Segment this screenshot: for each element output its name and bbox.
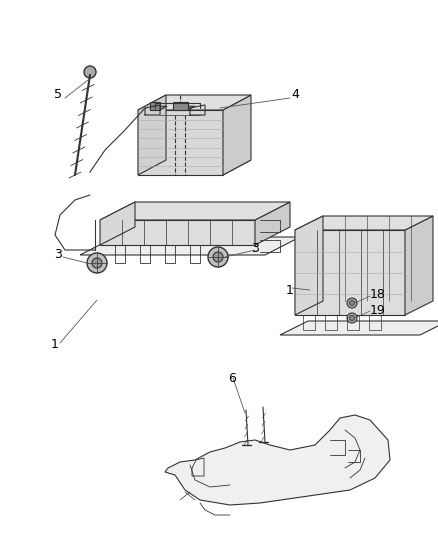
- Polygon shape: [150, 106, 167, 110]
- Text: 1: 1: [286, 284, 294, 296]
- Polygon shape: [100, 202, 290, 220]
- Text: 5: 5: [54, 88, 62, 101]
- Polygon shape: [150, 102, 160, 110]
- Circle shape: [208, 247, 228, 267]
- Text: 3: 3: [54, 248, 62, 262]
- Polygon shape: [165, 415, 390, 505]
- Polygon shape: [295, 230, 405, 315]
- Circle shape: [347, 313, 357, 323]
- Polygon shape: [295, 216, 433, 230]
- Polygon shape: [80, 237, 300, 255]
- Circle shape: [350, 301, 354, 305]
- Polygon shape: [173, 102, 188, 110]
- Circle shape: [213, 252, 223, 262]
- Polygon shape: [138, 95, 166, 175]
- Polygon shape: [138, 110, 223, 175]
- Text: 4: 4: [291, 88, 299, 101]
- Circle shape: [350, 316, 354, 320]
- Text: 1: 1: [51, 338, 59, 351]
- Text: 6: 6: [228, 372, 236, 384]
- Polygon shape: [138, 160, 251, 175]
- Circle shape: [84, 66, 96, 78]
- Text: 19: 19: [370, 303, 386, 317]
- Circle shape: [92, 258, 102, 268]
- Polygon shape: [405, 216, 433, 315]
- Circle shape: [347, 298, 357, 308]
- Polygon shape: [100, 202, 135, 245]
- Polygon shape: [100, 220, 255, 245]
- Polygon shape: [138, 95, 251, 110]
- Circle shape: [87, 253, 107, 273]
- Polygon shape: [280, 321, 438, 335]
- Polygon shape: [223, 95, 251, 175]
- Polygon shape: [173, 106, 195, 110]
- Polygon shape: [295, 216, 323, 315]
- Polygon shape: [255, 202, 290, 245]
- Text: 18: 18: [370, 288, 386, 302]
- Text: 3: 3: [251, 241, 259, 254]
